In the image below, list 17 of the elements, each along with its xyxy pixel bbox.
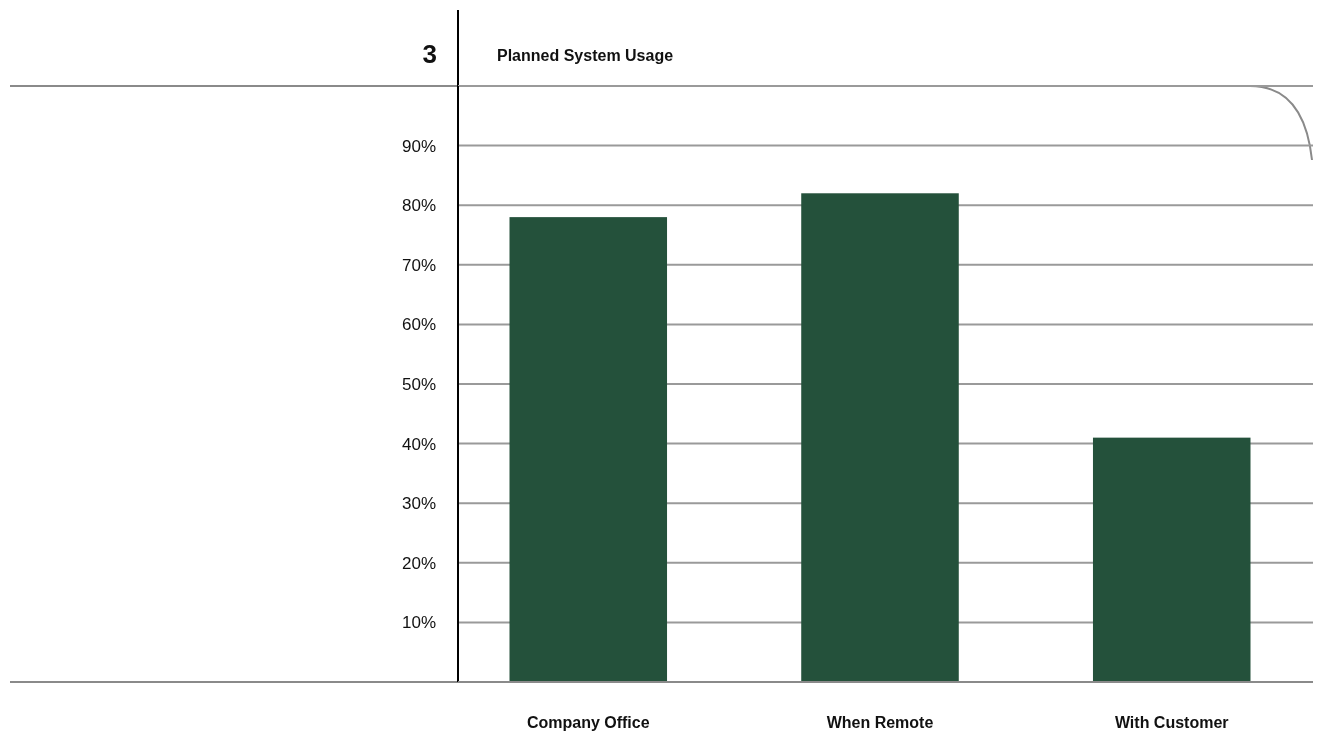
bar bbox=[509, 217, 668, 682]
bar bbox=[1092, 437, 1251, 682]
y-tick-label: 70% bbox=[401, 255, 436, 275]
text: 3 bbox=[422, 39, 437, 69]
y-tick-label: 40% bbox=[401, 434, 436, 454]
y-tick-label: 60% bbox=[401, 315, 436, 335]
y-tick-label: 10% bbox=[401, 613, 436, 633]
x-tick-label: With Customer bbox=[1114, 714, 1229, 731]
y-tick-label: 50% bbox=[401, 374, 436, 394]
bar bbox=[801, 193, 959, 682]
x-tick-label: When Remote bbox=[826, 714, 934, 731]
x-tick-label: Company Office bbox=[526, 714, 650, 731]
y-tick-label: 30% bbox=[401, 494, 436, 514]
y-tick-label: 90% bbox=[401, 136, 436, 156]
chart-title: Planned System Usage bbox=[497, 47, 674, 64]
y-tick-label: 20% bbox=[401, 553, 436, 573]
y-tick-label: 80% bbox=[401, 196, 436, 216]
